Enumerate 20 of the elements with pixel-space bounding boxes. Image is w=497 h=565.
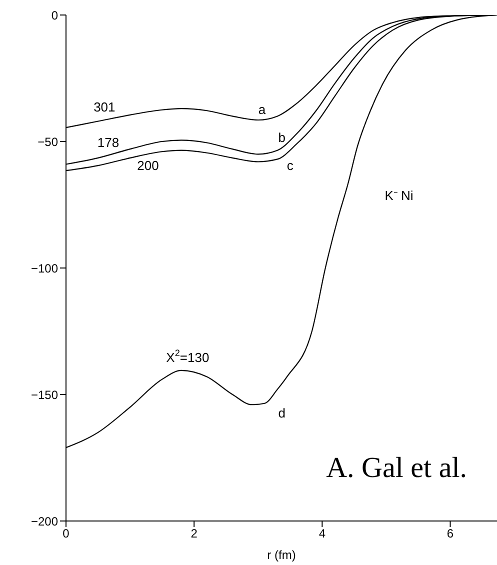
annotation: 200 bbox=[137, 158, 159, 174]
series-label: b bbox=[278, 130, 286, 146]
x-tick-label: 0 bbox=[62, 526, 70, 541]
y-tick-label: −150 bbox=[30, 388, 58, 402]
series-label: c bbox=[286, 158, 294, 174]
y-tick-label: −50 bbox=[38, 134, 58, 149]
series-label: a bbox=[258, 102, 266, 118]
x-axis-title: r (fm) bbox=[267, 548, 296, 562]
series-label: d bbox=[278, 406, 286, 422]
x-tick-label: 4 bbox=[318, 526, 326, 541]
y-tick-label: −100 bbox=[30, 261, 58, 276]
x-tick-label: 2 bbox=[190, 526, 198, 541]
annotation: K⁻ Ni bbox=[384, 188, 414, 204]
annotation: X$^{2}$=130 bbox=[166, 348, 210, 366]
y-tick-label: 0 bbox=[51, 8, 58, 22]
annotation: A. Gal et al. bbox=[326, 452, 467, 485]
y-tick-label: −200 bbox=[30, 514, 58, 528]
annotation: 301 bbox=[94, 100, 116, 116]
annotation: 178 bbox=[97, 135, 120, 150]
x-tick-label: 6 bbox=[446, 526, 454, 541]
